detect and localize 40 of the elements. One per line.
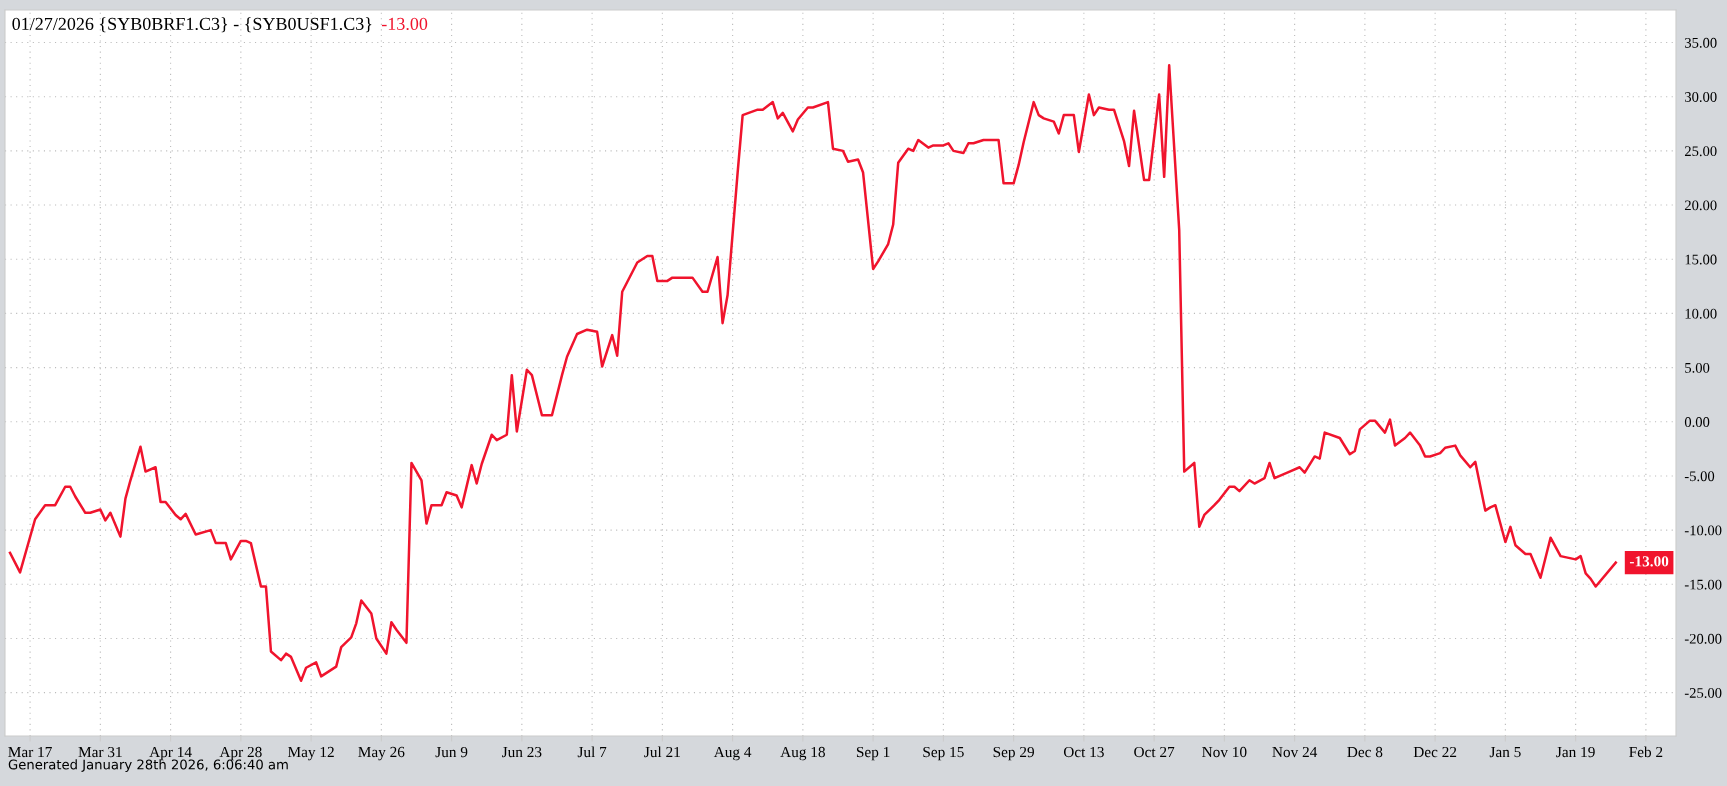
- x-tick-label: Sep 15: [923, 746, 964, 761]
- y-tick-label: -20.00: [1684, 633, 1722, 644]
- x-tick-label: Feb 2: [1629, 746, 1663, 758]
- x-tick-label: Jan 5: [1489, 747, 1521, 758]
- x-tick-label: Jan 19: [1556, 746, 1595, 758]
- chart-title: 01/27/2026 {SYB0BRF1.C3} - {SYB0USF1.C3}: [12, 17, 372, 33]
- x-tick-label: Nov 24: [1272, 746, 1318, 758]
- y-tick-label: -25.00: [1684, 688, 1722, 698]
- y-tick-label: 20.00: [1684, 200, 1717, 211]
- y-tick-label: 35.00: [1685, 37, 1717, 48]
- text: Generated January 28th 2026, 6:06:40 am: [8, 759, 288, 772]
- x-tick-label: Dec 8: [1347, 746, 1383, 758]
- y-tick-label: 10.00: [1685, 308, 1717, 319]
- x-tick-label: Mar 31: [78, 746, 122, 758]
- x-tick-label: Oct 13: [1063, 746, 1104, 758]
- y-tick-label: 5.00: [1685, 362, 1710, 373]
- x-tick-label: Aug 18: [780, 746, 825, 761]
- x-tick-label: Jun 9: [435, 746, 468, 758]
- x-tick-label: May 26: [358, 746, 405, 761]
- x-tick-label: Sep 29: [993, 746, 1034, 761]
- y-tick-label: -10.00: [1684, 525, 1722, 536]
- y-tick-label: 0.00: [1684, 417, 1710, 428]
- x-tick-label: May 12: [287, 746, 334, 761]
- x-tick-label: Dec 22: [1413, 746, 1457, 758]
- x-tick-label: Oct 27: [1134, 746, 1175, 758]
- y-tick-label: 25.00: [1684, 146, 1717, 157]
- y-tick-label: 30.00: [1685, 92, 1717, 102]
- y-tick-label: 15.00: [1685, 254, 1717, 265]
- x-tick-label: Nov 10: [1202, 746, 1247, 758]
- x-tick-label: Aug 4: [713, 746, 752, 761]
- x-tick-label: Sep 1: [856, 746, 890, 761]
- x-tick-label: Jun 23: [502, 746, 542, 758]
- annotation: -13.00: [381, 17, 428, 31]
- annotation: -13.00: [1629, 556, 1669, 567]
- y-tick-label: -5.00: [1684, 471, 1715, 482]
- y-tick-label: -15.00: [1684, 579, 1722, 590]
- x-tick-label: Jul 21: [644, 746, 680, 758]
- line-series: [8, 64, 1618, 682]
- x-tick-label: Jul 7: [577, 746, 607, 758]
- x-tick-label: Mar 17: [8, 746, 52, 758]
